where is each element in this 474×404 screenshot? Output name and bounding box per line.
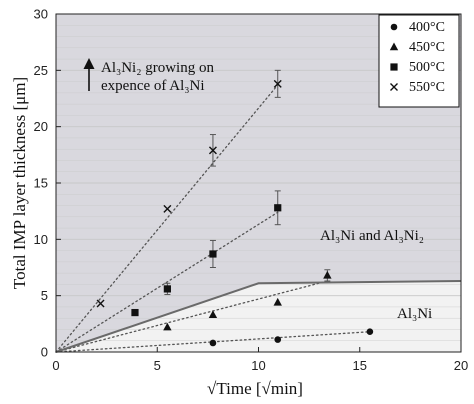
data-point-triangle [163,322,172,331]
legend-label: 550°C [409,80,445,95]
data-point-x [273,79,282,88]
x-tick-label: 20 [454,358,468,373]
x-tick-label: 10 [251,358,265,373]
data-point-triangle [323,270,332,279]
boundary-line [55,280,462,353]
x-tick-label: 15 [353,358,367,373]
phase-boundary [55,280,462,353]
legend-marker-x [390,83,398,91]
upper-region-label: Al₃Ni and Al₃Ni₂ [320,228,424,244]
y-tick-label: 15 [34,176,48,191]
lower-region-fill [56,281,461,352]
data-point-x [96,299,105,308]
y-tick-label: 0 [41,345,48,360]
fit-line [55,84,279,353]
growth-text-line2: expence of Al₃Ni [101,78,205,94]
legend-marker-square [390,63,398,71]
legend-label: 400°C [409,20,445,35]
legend-box [378,14,460,108]
y-tick-label: 30 [34,7,48,22]
x-tick-label: 5 [154,358,161,373]
data-point-triangle [208,310,218,319]
legend-marker-triangle [389,42,399,51]
data-point-circle [209,339,217,347]
legend-label: 450°C [409,40,445,55]
data-point-square [131,308,139,317]
fit-line [55,211,279,353]
x-axis-title: √Time [√min] [207,379,303,398]
tick-labels: 0 5 10 15 20 0 5 10 15 20 25 30 [34,7,469,374]
y-tick-label: 25 [34,63,48,78]
legend-label: 500°C [409,60,445,75]
y-tick-label: 20 [34,119,48,134]
lower-region-label: Al₃Ni [397,306,432,322]
data-point-circle [366,328,374,336]
up-arrowhead-icon [83,58,95,69]
legend: 400°C 450°C 500°C 550°C [378,14,460,108]
growth-annotation: Al₃Ni₂ growing on expence of Al₃Ni [83,58,214,94]
data-markers [96,79,374,347]
growth-text-line1: Al₃Ni₂ growing on [101,60,214,76]
data-point-circle [274,336,282,343]
data-point-x [163,204,172,213]
axes [55,13,462,353]
legend-marker-circle [390,23,398,31]
data-point-square [209,250,217,258]
data-point-triangle [273,297,282,306]
fit-line [55,280,329,353]
y-tick-label: 5 [41,288,48,303]
x-tick-label: 0 [52,358,59,373]
data-point-square [274,204,282,212]
y-tick-label: 10 [34,232,48,247]
data-point-square [163,285,171,293]
data-point-x [208,146,217,155]
y-axis-title: Total IMP layer thickness [μm] [10,77,29,289]
